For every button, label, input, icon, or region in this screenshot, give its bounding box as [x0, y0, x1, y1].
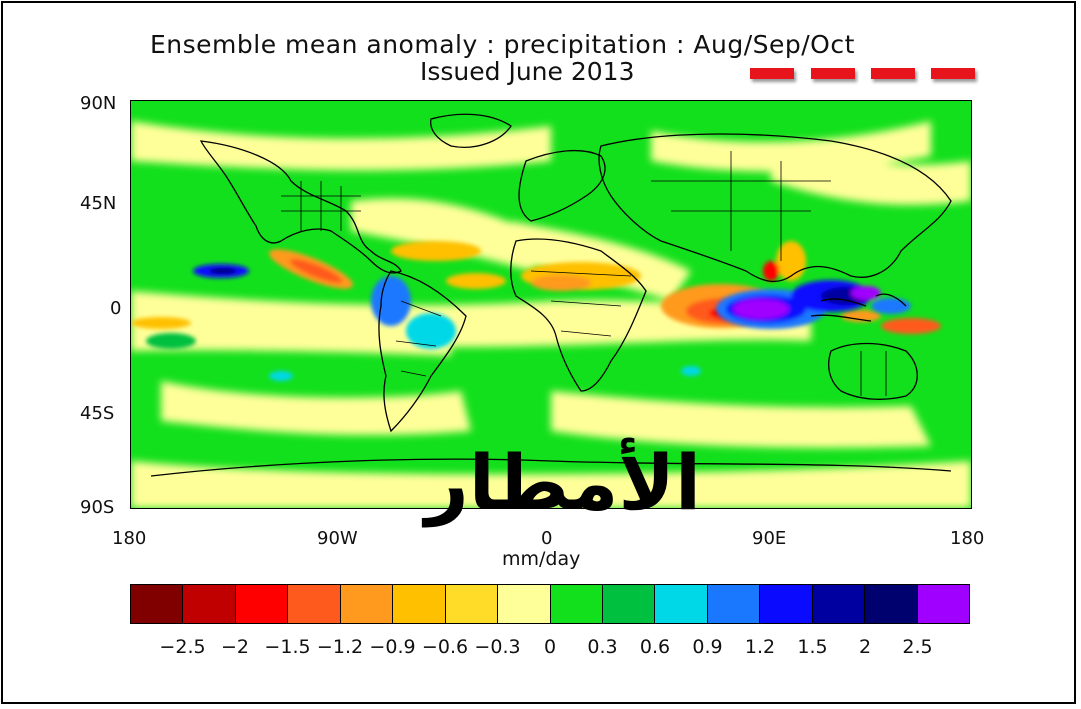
red-dash: [811, 68, 855, 79]
south-america-borders: [395, 300, 442, 377]
colorbar-tick-label: −0.9: [369, 636, 416, 658]
x-tick-label: 0: [541, 528, 553, 549]
antarctica-outline: [150, 458, 952, 477]
chart-subtitle: Issued June 2013: [420, 57, 635, 86]
colorbar-tick-label: 0.9: [692, 636, 723, 658]
colorbar-box: [235, 585, 289, 623]
chart-title: Ensemble mean anomaly : precipitation : …: [150, 30, 855, 59]
colorbar-box: [445, 585, 499, 623]
asia-borders: [651, 151, 831, 261]
y-tick-label: 45N: [80, 193, 117, 214]
colorbar-tick-label: −0.3: [474, 636, 521, 658]
colorbar-box: [550, 585, 603, 623]
precipitation-anomaly-map: [130, 100, 972, 509]
colorbar-box: [288, 585, 341, 623]
colorbar-box: [865, 585, 918, 623]
asia-outline: [598, 133, 952, 283]
colorbar-box: [760, 585, 813, 623]
colorbar-box: [340, 585, 394, 623]
south-america-outline: [378, 270, 467, 433]
x-tick-label: 90E: [752, 528, 787, 549]
colorbar-tick-label: 1.2: [744, 636, 776, 658]
colorbar-box: [183, 585, 236, 623]
x-tick-label: 90W: [317, 528, 358, 549]
greenland-outline: [430, 113, 512, 148]
red-dash: [931, 68, 975, 79]
colorbar-box: [498, 585, 551, 623]
red-dash: [750, 68, 794, 79]
y-tick-label: 90N: [80, 93, 117, 114]
colorbar-box: [131, 585, 184, 623]
coastlines: [150, 113, 952, 477]
maritime-continent-outline: [810, 293, 907, 322]
wet-anomalies: [146, 264, 911, 381]
colorbar-labels: −2.5 −2 −1.5 −1.2 −0.9 −0.6 −0.3 0 0.3 0.6 0.9 1.2 1…: [130, 636, 970, 660]
x-tick-label: 180: [950, 528, 985, 549]
colorbar-box: [393, 585, 446, 623]
colorbar-tick-label: 1.5: [797, 636, 828, 658]
dry-bands: [131, 121, 971, 508]
africa-borders: [530, 270, 632, 337]
red-dash: [871, 68, 915, 79]
us-state-borders: [281, 181, 361, 231]
africa-outline: [510, 238, 647, 392]
y-tick-label: 45S: [80, 403, 115, 424]
colorbar-box: [707, 585, 761, 623]
y-tick-label: 90S: [80, 497, 115, 518]
colorbar: [130, 584, 970, 624]
colorbar-tick-label: −0.6: [421, 636, 469, 658]
colorbar-box: [917, 585, 969, 623]
europe-outline: [518, 149, 606, 222]
map-svg: [131, 101, 971, 508]
colorbar-box: [602, 585, 656, 623]
colorbar-tick-label: −1.2: [316, 636, 364, 658]
australia-outline: [828, 342, 918, 400]
colorbar-tick-label: 2: [858, 636, 872, 658]
colorbar-tick-label: −2.5: [159, 636, 206, 658]
units-label: mm/day: [502, 548, 581, 570]
north-america-outline: [199, 140, 402, 274]
colorbar-tick-label: 0: [543, 636, 557, 658]
colorbar-tick-label: −2: [220, 636, 250, 658]
colorbar-box: [655, 585, 708, 623]
colorbar-tick-label: 0.6: [639, 636, 671, 658]
colorbar-tick-label: 2.5: [902, 636, 933, 658]
colorbar-tick-label: −1.5: [264, 636, 311, 658]
colorbar-box: [812, 585, 866, 623]
x-tick-label: 180: [112, 528, 147, 549]
y-tick-label: 0: [110, 298, 122, 319]
australia-borders: [860, 351, 887, 396]
colorbar-tick-label: 0.3: [587, 636, 618, 658]
arabic-overlay-text: الأمطار: [425, 438, 702, 527]
